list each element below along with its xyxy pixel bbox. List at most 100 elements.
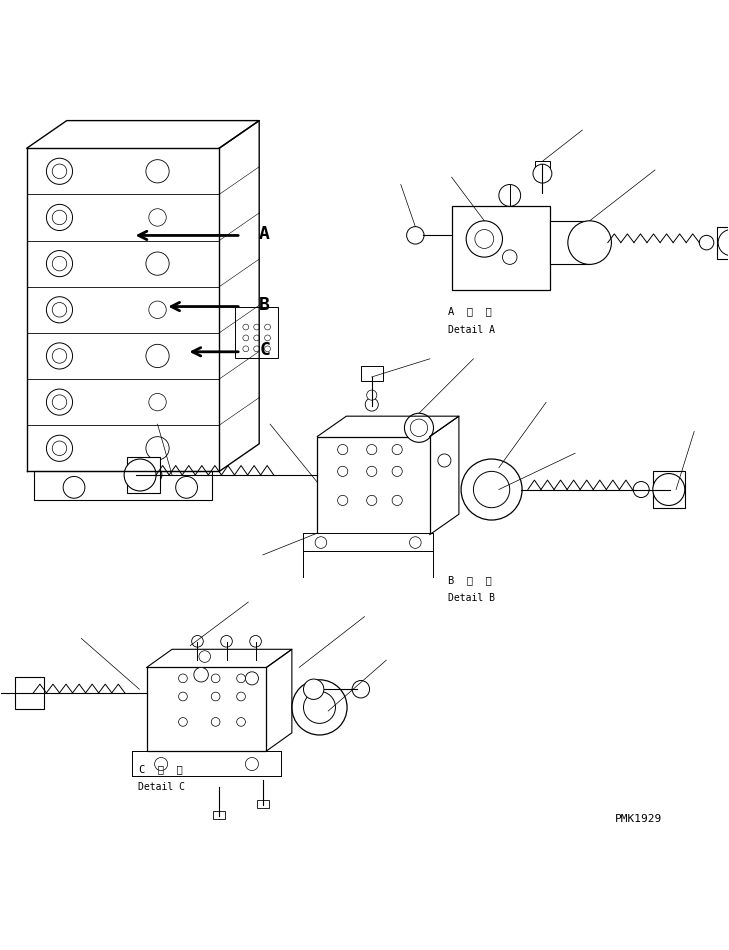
Circle shape — [352, 680, 370, 698]
Text: A: A — [260, 225, 270, 243]
Circle shape — [192, 636, 203, 647]
Bar — [550, 220, 590, 264]
Circle shape — [499, 184, 521, 206]
Circle shape — [365, 398, 378, 411]
Circle shape — [47, 296, 73, 323]
Circle shape — [392, 495, 402, 505]
Circle shape — [146, 160, 169, 183]
Circle shape — [221, 636, 233, 647]
Circle shape — [149, 209, 166, 226]
Bar — [361, 366, 383, 381]
Circle shape — [338, 495, 348, 505]
Circle shape — [533, 164, 552, 183]
Circle shape — [52, 164, 67, 179]
Circle shape — [315, 537, 327, 548]
Circle shape — [392, 466, 402, 477]
Circle shape — [246, 672, 259, 685]
Circle shape — [338, 445, 348, 455]
Circle shape — [568, 220, 612, 264]
Circle shape — [466, 220, 502, 257]
Circle shape — [211, 717, 220, 726]
Text: PMK1929: PMK1929 — [615, 813, 662, 824]
Bar — [317, 436, 430, 535]
Circle shape — [502, 250, 517, 264]
Bar — [34, 471, 212, 501]
Bar — [303, 533, 434, 551]
Circle shape — [461, 459, 522, 520]
Circle shape — [237, 693, 246, 701]
Circle shape — [47, 251, 73, 276]
Circle shape — [146, 467, 162, 483]
Circle shape — [47, 390, 73, 415]
Circle shape — [146, 344, 169, 368]
Circle shape — [410, 419, 428, 436]
Circle shape — [63, 477, 85, 498]
Bar — [717, 227, 729, 258]
Circle shape — [124, 459, 156, 491]
Circle shape — [211, 693, 220, 701]
Bar — [147, 668, 267, 750]
Circle shape — [367, 445, 377, 455]
Circle shape — [243, 335, 249, 341]
Circle shape — [634, 482, 650, 498]
Text: Detail B: Detail B — [448, 594, 495, 603]
Circle shape — [47, 435, 73, 462]
Circle shape — [52, 256, 67, 271]
Circle shape — [149, 393, 166, 410]
Circle shape — [237, 674, 246, 683]
Text: B: B — [260, 296, 270, 314]
Circle shape — [52, 441, 67, 456]
Circle shape — [19, 686, 34, 700]
Circle shape — [473, 471, 510, 507]
Circle shape — [176, 477, 198, 498]
Circle shape — [146, 437, 169, 460]
Circle shape — [392, 445, 402, 455]
Text: C: C — [260, 341, 270, 359]
Circle shape — [52, 210, 67, 225]
Circle shape — [179, 674, 187, 683]
Bar — [535, 162, 550, 171]
Circle shape — [243, 324, 249, 330]
Bar — [235, 308, 278, 358]
Bar — [257, 800, 269, 808]
Circle shape — [254, 324, 260, 330]
Bar — [452, 206, 550, 290]
Circle shape — [718, 230, 729, 256]
Circle shape — [254, 335, 260, 341]
Circle shape — [254, 346, 260, 352]
Circle shape — [243, 346, 249, 352]
Circle shape — [155, 757, 168, 770]
Circle shape — [194, 668, 208, 682]
Bar — [127, 457, 160, 493]
Circle shape — [367, 495, 377, 505]
Circle shape — [250, 636, 262, 647]
Circle shape — [367, 466, 377, 477]
Text: A  詳  細: A 詳 細 — [448, 307, 492, 316]
Bar — [15, 677, 44, 709]
Text: C  詳  細: C 詳 細 — [139, 764, 183, 774]
Circle shape — [652, 473, 685, 505]
Circle shape — [47, 343, 73, 369]
Circle shape — [149, 301, 166, 318]
Text: Detail A: Detail A — [448, 325, 495, 334]
Circle shape — [303, 679, 324, 699]
Circle shape — [146, 252, 169, 275]
Circle shape — [179, 693, 187, 701]
Circle shape — [303, 692, 335, 723]
Bar — [652, 471, 685, 507]
Circle shape — [47, 204, 73, 231]
Circle shape — [179, 717, 187, 726]
Circle shape — [407, 227, 424, 244]
Circle shape — [438, 454, 451, 467]
Circle shape — [292, 680, 347, 735]
Circle shape — [338, 466, 348, 477]
Circle shape — [52, 302, 67, 317]
Circle shape — [265, 346, 270, 352]
Circle shape — [52, 395, 67, 409]
Circle shape — [699, 236, 714, 250]
Circle shape — [405, 413, 434, 443]
Circle shape — [47, 159, 73, 184]
Circle shape — [246, 757, 259, 770]
Circle shape — [367, 390, 377, 400]
Circle shape — [410, 537, 421, 548]
